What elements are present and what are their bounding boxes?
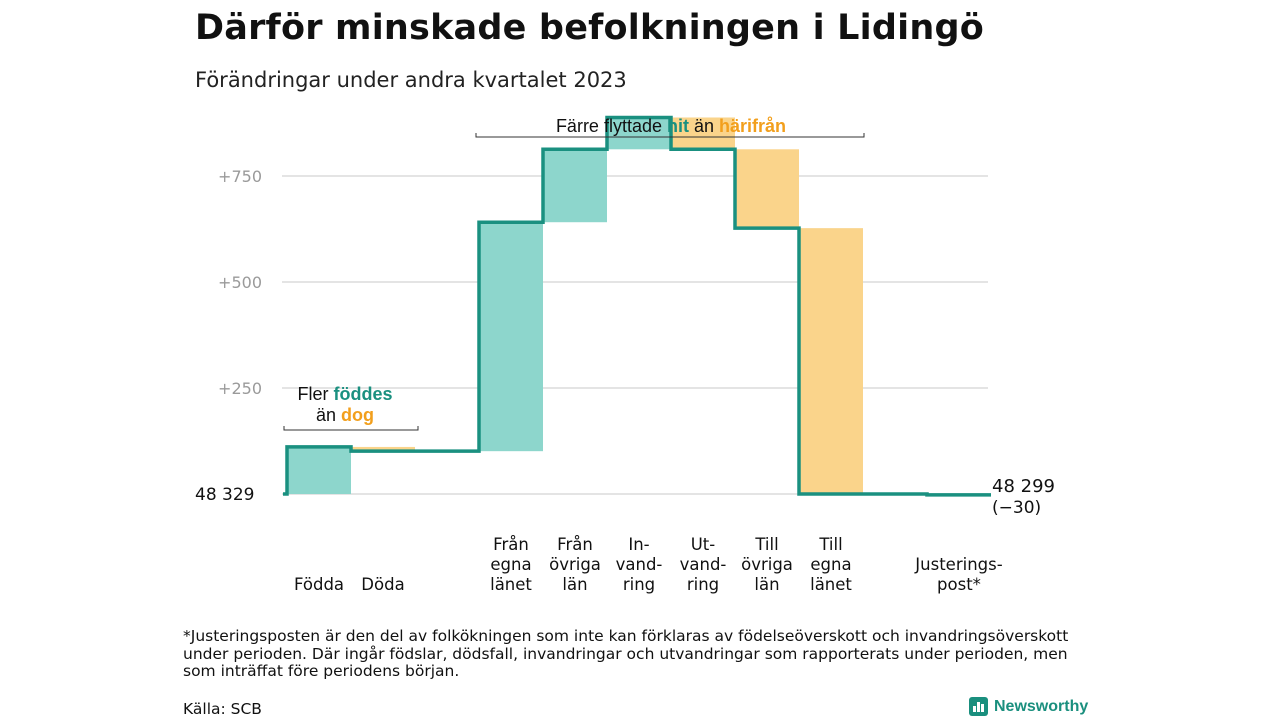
source-label: Källa: SCB — [183, 700, 262, 718]
category-label: ring — [623, 575, 655, 594]
end-change-label: (−30) — [992, 498, 1041, 518]
waterfall-bar — [351, 446, 415, 452]
chart-title: Därför minskade befolkningen i Lidingö — [195, 8, 984, 48]
annotation-span: hit — [667, 116, 689, 136]
waterfall-bar — [735, 149, 799, 229]
annotation-span: föddes — [333, 384, 392, 404]
category-label: Döda — [361, 575, 404, 594]
annotation-births-deaths-line2: än dog — [316, 405, 374, 425]
category-label: Justerings- — [914, 555, 1002, 574]
category-label: Till — [754, 535, 778, 554]
cumulative-step-line — [283, 115, 991, 497]
category-label: vand- — [616, 555, 663, 574]
y-tick-label: +500 — [218, 273, 262, 292]
annotation-span: dog — [341, 405, 374, 425]
waterfall-bar — [543, 149, 607, 223]
annotation-span: Fler — [297, 384, 333, 404]
category-label: ring — [687, 575, 719, 594]
start-value-label: 48 329 — [195, 485, 254, 505]
annotation-births-deaths: Fler föddes — [297, 384, 392, 404]
annotation-bracket — [475, 133, 865, 138]
category-label: länet — [490, 575, 532, 594]
category-label: post* — [937, 575, 981, 594]
category-label: län — [754, 575, 779, 594]
y-tick-label: +250 — [218, 379, 262, 398]
waterfall-bar — [287, 446, 351, 494]
category-label: övriga — [741, 555, 793, 574]
waterfall-chart: +250 +500 +750 48 329 48 299(−30) Födda Döda Fr… — [195, 115, 1055, 594]
category-label: länet — [810, 575, 852, 594]
waterfall-bar — [479, 222, 543, 452]
waterfall-bar — [607, 117, 671, 150]
category-label: egna — [810, 555, 851, 574]
chart-subtitle: Förändringar under andra kvartalet 2023 — [195, 68, 627, 92]
category-label: egna — [490, 555, 531, 574]
waterfall-bar — [799, 228, 863, 495]
annotation-span: än — [689, 116, 719, 136]
annotation-span: Färre flyttade — [556, 116, 667, 136]
annotation-migration: Färre flyttade hit än härifrån — [556, 116, 786, 136]
annotation-span: än — [316, 405, 341, 425]
category-label: vand- — [680, 555, 727, 574]
newsworthy-logo-icon — [969, 697, 988, 716]
brand-name: Newsworthy — [994, 697, 1089, 715]
category-label: Från — [557, 535, 593, 554]
end-value-label: 48 299 — [992, 476, 1055, 497]
category-label: Födda — [294, 575, 344, 594]
category-label: Till — [818, 535, 842, 554]
footnote: *Justeringsposten är den del av folkökni… — [183, 627, 1069, 680]
brand: Newsworthy — [969, 697, 1088, 716]
annotation-bracket — [283, 426, 419, 431]
waterfall-bar — [671, 117, 735, 150]
category-label: In- — [628, 535, 649, 554]
category-label: Från — [493, 535, 529, 554]
y-tick-label: +750 — [218, 167, 262, 186]
category-label: Ut- — [691, 535, 716, 554]
annotation-span: härifrån — [719, 116, 786, 136]
category-label: övriga — [549, 555, 601, 574]
category-label: län — [562, 575, 587, 594]
